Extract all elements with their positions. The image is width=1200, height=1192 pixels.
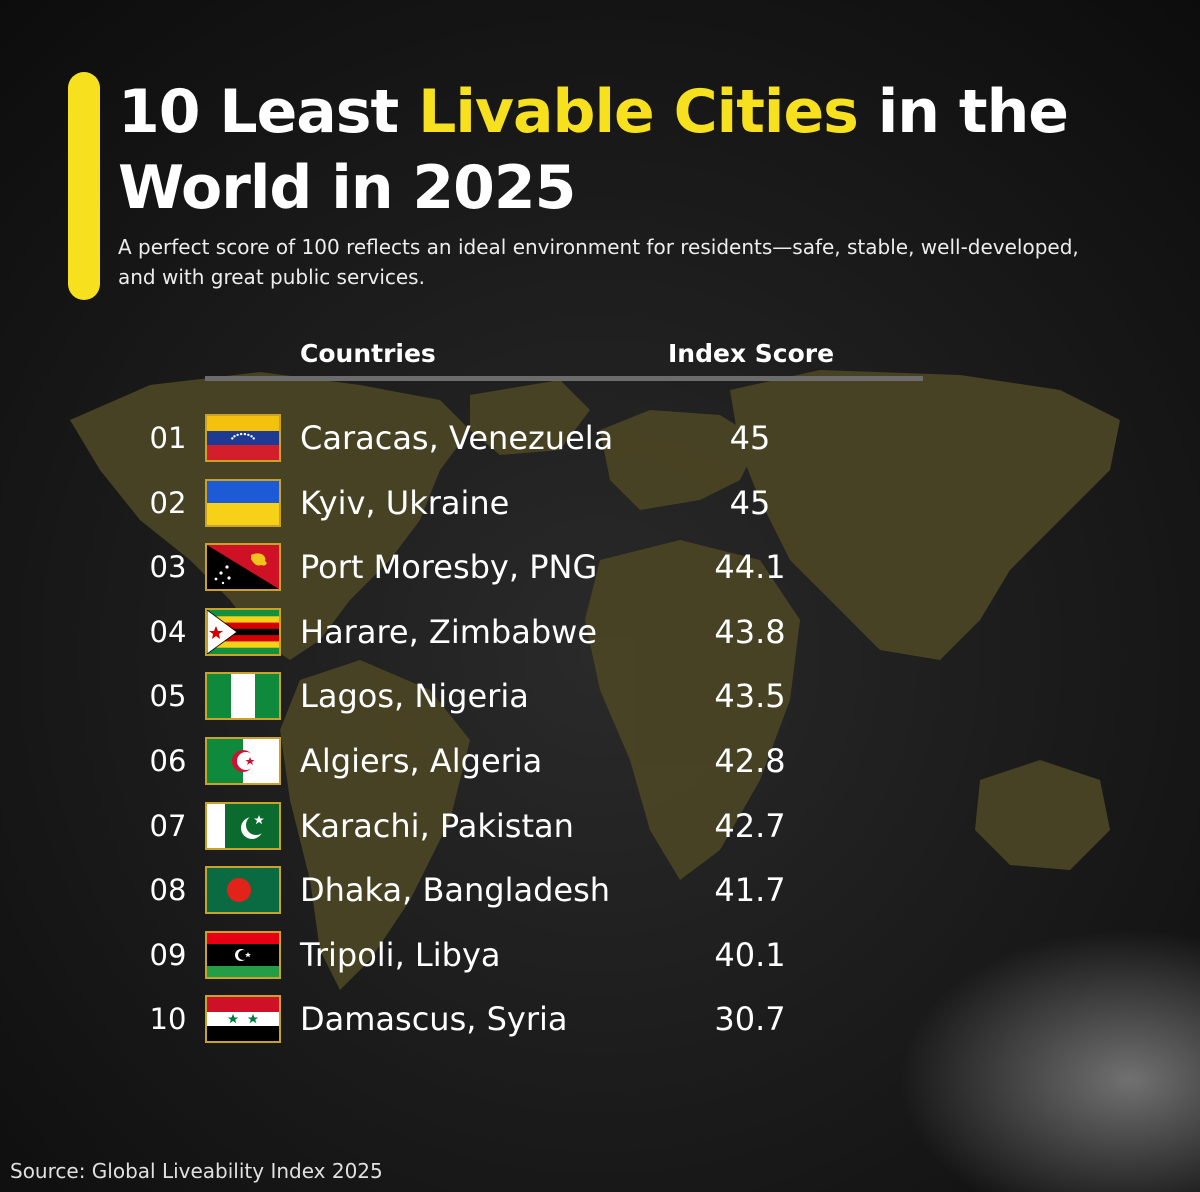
ukraine-flag-icon bbox=[205, 478, 281, 527]
row-index-score: 43.5 bbox=[714, 677, 786, 716]
row-city: Kyiv, Ukraine bbox=[300, 483, 510, 522]
bangladesh-flag-icon bbox=[205, 866, 281, 915]
title-highlight: Livable Cities bbox=[418, 77, 859, 147]
syria-flag-icon bbox=[205, 995, 281, 1044]
australia-shape bbox=[975, 760, 1110, 870]
venezuela-flag-icon bbox=[205, 414, 281, 462]
row-rank: 08 bbox=[149, 873, 187, 908]
greenland-shape bbox=[470, 380, 590, 455]
page-subtitle: A perfect score of 100 reflects an ideal… bbox=[118, 235, 1079, 289]
row-index-score: 43.8 bbox=[714, 612, 786, 651]
table-row: 03 Port Moresby, PNG 44.1 bbox=[0, 539, 1200, 595]
row-index-score: 44.1 bbox=[714, 548, 786, 587]
asia-shape bbox=[730, 370, 1120, 660]
row-rank: 09 bbox=[149, 937, 187, 972]
row-rank: 01 bbox=[149, 421, 187, 455]
row-city: Harare, Zimbabwe bbox=[300, 612, 597, 651]
table-row: 06 Algiers, Algeria 42.8 bbox=[0, 733, 1200, 789]
row-rank: 07 bbox=[149, 808, 187, 843]
row-city: Port Moresby, PNG bbox=[300, 548, 598, 587]
europe-shape bbox=[600, 410, 760, 510]
pakistan-flag-icon bbox=[205, 801, 281, 850]
table-row: 01 Caracas, Venezuela 45 bbox=[0, 410, 1200, 466]
row-city: Caracas, Venezuela bbox=[300, 419, 614, 457]
table-row: 09 Tripoli, Libya 40.1 bbox=[0, 927, 1200, 983]
table-row: 07 Karachi, Pakistan 42.7 bbox=[0, 798, 1200, 854]
row-rank: 02 bbox=[149, 485, 187, 520]
row-rank: 05 bbox=[149, 679, 187, 714]
table-row: 08 Dhaka, Bangladesh 41.7 bbox=[0, 862, 1200, 918]
row-index-score: 41.7 bbox=[714, 871, 786, 910]
page-title: 10 Least Livable Cities in the World in … bbox=[118, 77, 1069, 223]
header-divider bbox=[205, 376, 923, 381]
algeria-flag-icon bbox=[205, 737, 281, 785]
row-city: Karachi, Pakistan bbox=[300, 806, 574, 845]
title-accent-bar bbox=[68, 72, 100, 300]
row-city: Dhaka, Bangladesh bbox=[300, 871, 611, 910]
row-index-score: 30.7 bbox=[714, 1000, 786, 1039]
table-row: 05 Lagos, Nigeria 43.5 bbox=[0, 668, 1200, 724]
row-index-score: 42.7 bbox=[714, 806, 786, 845]
row-index-score: 45 bbox=[729, 419, 771, 457]
zimbabwe-flag-icon bbox=[205, 607, 281, 656]
libya-flag-icon bbox=[205, 930, 281, 979]
row-city: Lagos, Nigeria bbox=[300, 677, 529, 716]
row-city: Algiers, Algeria bbox=[300, 742, 543, 780]
row-rank: 10 bbox=[149, 1002, 187, 1037]
row-rank: 04 bbox=[149, 614, 187, 649]
table-row: 02 Kyiv, Ukraine 45 bbox=[0, 475, 1200, 531]
row-index-score: 42.8 bbox=[714, 742, 786, 780]
source-note: Source: Global Liveability Index 2025 bbox=[10, 1159, 383, 1183]
table-row: 04 Harare, Zimbabwe 43.8 bbox=[0, 604, 1200, 660]
row-index-score: 40.1 bbox=[714, 935, 786, 974]
nigeria-flag-icon bbox=[205, 672, 281, 721]
row-rank: 03 bbox=[149, 550, 187, 585]
table-row: 10 Damascus, Syria 30.7 bbox=[0, 991, 1200, 1047]
row-rank: 06 bbox=[149, 744, 187, 778]
row-city: Damascus, Syria bbox=[300, 1000, 568, 1039]
south-america-shape bbox=[280, 660, 470, 990]
row-city: Tripoli, Libya bbox=[300, 935, 501, 974]
papua-new-guinea-flag-icon bbox=[205, 543, 281, 592]
row-index-score: 45 bbox=[729, 483, 771, 522]
column-header-index-score: Index Score bbox=[668, 339, 835, 368]
column-header-countries: Countries bbox=[300, 339, 436, 368]
africa-shape bbox=[585, 540, 800, 880]
